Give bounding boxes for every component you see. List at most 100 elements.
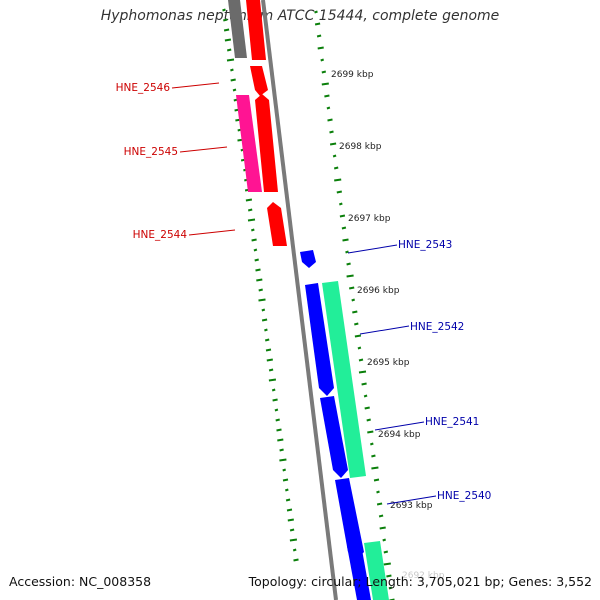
gc-dash	[342, 238, 349, 242]
gene-feature-hne-2539-alt	[364, 541, 389, 600]
gc-dash	[247, 218, 256, 222]
gc-dash	[268, 378, 277, 382]
gc-dash	[351, 298, 356, 302]
gc-dash	[364, 406, 370, 410]
leader-line	[179, 146, 228, 153]
gc-dash	[264, 328, 268, 332]
gc-dash	[226, 48, 232, 52]
gc-dash	[284, 488, 289, 492]
gc-dash	[245, 198, 253, 202]
gc-dash	[223, 28, 230, 32]
gc-dash	[334, 178, 342, 182]
ruler: 2699 kbp 2698 kbp 2697 kbp 2696 kbp 2695…	[331, 70, 445, 581]
gc-dash	[250, 228, 255, 232]
gc-dash	[349, 286, 355, 290]
ruler-tick-label: 2698 kbp	[339, 142, 382, 152]
gc-dash	[367, 430, 374, 434]
gene-feature-hne-2545	[255, 94, 278, 192]
gc-dash	[232, 88, 237, 92]
gc-dash	[230, 68, 234, 72]
gc-dash	[314, 10, 318, 14]
gc-dash	[275, 418, 280, 422]
gc-dash	[282, 478, 289, 482]
gc-dash	[320, 58, 325, 62]
gene-label[interactable]: HNE_2545	[124, 146, 178, 158]
gc-dash	[383, 562, 391, 566]
gc-dash	[261, 318, 268, 322]
gc-dash	[289, 528, 295, 532]
gc-dash	[361, 382, 367, 386]
gc-dash	[316, 34, 322, 38]
gc-dash	[247, 208, 253, 212]
gc-dash	[357, 346, 362, 350]
gc-dash	[369, 442, 374, 446]
gc-dash	[339, 214, 346, 218]
ruler-tick-label: 2693 kbp	[390, 501, 433, 511]
gene-label[interactable]: HNE_2543	[398, 239, 452, 251]
gc-dash	[258, 288, 263, 292]
gc-dash	[222, 8, 226, 12]
gc-dash	[251, 238, 257, 242]
gc-dash	[286, 508, 293, 512]
gc-dash	[329, 142, 337, 146]
leader-line	[374, 421, 425, 431]
gc-dash	[324, 94, 330, 98]
gc-dash	[354, 334, 362, 338]
gc-dash	[254, 258, 259, 262]
genome-summary-text: Topology: circular; Length: 3,705,021 bp…	[248, 574, 592, 589]
gc-dash	[354, 322, 359, 326]
gc-dash	[341, 226, 347, 230]
gc-dash	[268, 368, 274, 372]
gc-dash	[258, 298, 266, 302]
gc-dash	[255, 268, 261, 272]
gc-dash	[382, 538, 387, 542]
gene-feature-hne-2547	[246, 0, 266, 60]
backbone-ring	[261, 0, 338, 600]
gc-dash	[226, 58, 235, 62]
gene-label[interactable]: HNE_2540	[437, 490, 491, 502]
gc-dash	[264, 338, 270, 342]
gc-dash	[386, 574, 392, 578]
gene-labels: HNE_2546 HNE_2545 HNE_2544 HNE_2543 HNE_…	[116, 82, 492, 502]
gc-dash	[371, 454, 376, 458]
gene-label[interactable]: HNE_2544	[133, 229, 188, 241]
gc-dash	[363, 394, 368, 398]
gc-dash	[378, 514, 384, 518]
gene-label[interactable]: HNE_2541	[425, 416, 479, 428]
gc-dash	[329, 130, 334, 134]
leader-line	[386, 495, 437, 505]
gene-feature-hne-2541	[320, 396, 348, 478]
gc-dash	[376, 490, 380, 494]
gc-dash	[265, 348, 272, 352]
gene-label[interactable]: HNE_2546	[116, 82, 171, 94]
gc-dash	[285, 498, 291, 502]
gc-dash	[289, 538, 298, 542]
gc-dash	[276, 428, 282, 432]
gc-dash	[282, 468, 287, 472]
gc-dash	[314, 22, 321, 26]
gc-dash	[336, 190, 342, 194]
gc-dash	[256, 278, 263, 282]
leader-line	[188, 229, 236, 236]
ruler-tick-label: 2696 kbp	[357, 286, 400, 296]
gc-dash	[317, 46, 324, 50]
gc-dash	[272, 398, 278, 402]
gc-dash	[345, 250, 349, 254]
gc-track-right	[314, 10, 395, 600]
gc-dash	[358, 358, 364, 362]
gc-dash	[292, 548, 297, 552]
gene-label[interactable]: HNE_2542	[410, 321, 464, 333]
gene-feature-hne-2546	[250, 66, 268, 96]
gene-feature-hne-2542	[305, 283, 334, 396]
gc-dash	[321, 70, 327, 74]
gc-dash	[338, 202, 343, 206]
leader-line	[359, 325, 410, 335]
gc-dash	[383, 550, 389, 554]
gc-dash	[371, 466, 379, 470]
gc-dash	[388, 586, 393, 590]
gc-dash	[293, 558, 299, 562]
gc-dash	[352, 310, 358, 314]
ruler-tick-label: 2695 kbp	[367, 358, 410, 368]
ruler-tick-label: 2692 kbp	[402, 571, 445, 581]
